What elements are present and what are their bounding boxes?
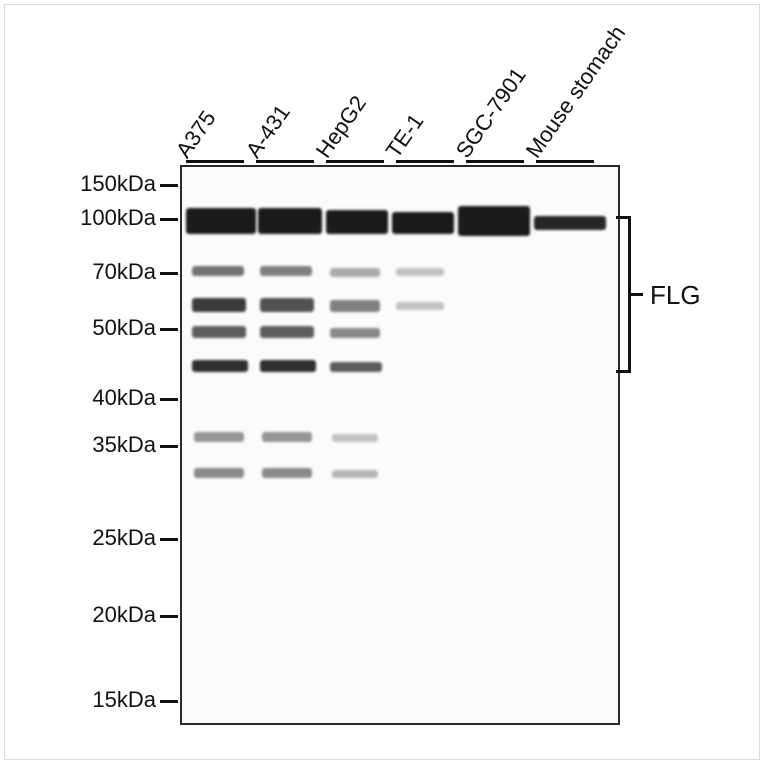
- lane-underline: [396, 160, 454, 163]
- blot-band: [396, 268, 444, 276]
- blot-band: [332, 434, 378, 442]
- marker-label: 150kDa: [60, 171, 156, 197]
- blot-band: [458, 206, 530, 236]
- marker-tick: [160, 445, 178, 448]
- flg-bracket-bottom-arm: [616, 370, 628, 373]
- marker-tick: [160, 538, 178, 541]
- lane-underline: [326, 160, 384, 163]
- lane-underline: [256, 160, 314, 163]
- flg-bracket-nub: [631, 293, 643, 296]
- blot-band: [330, 328, 380, 338]
- blot-band: [534, 216, 606, 230]
- blot-band: [194, 468, 244, 478]
- marker-tick: [160, 700, 178, 703]
- blot-band: [332, 470, 378, 478]
- lane-underline: [536, 160, 594, 163]
- marker-tick: [160, 218, 178, 221]
- blot-band: [192, 360, 248, 372]
- marker-tick: [160, 184, 178, 187]
- lane-underline: [466, 160, 524, 163]
- marker-tick: [160, 615, 178, 618]
- blot-band: [192, 326, 246, 338]
- blot-band: [258, 208, 322, 234]
- blot-band: [392, 212, 454, 234]
- blot-band: [260, 326, 314, 338]
- lane-underline: [186, 160, 244, 163]
- blot-band: [192, 298, 246, 312]
- blot-band: [262, 432, 312, 442]
- blot-band: [262, 468, 312, 478]
- marker-tick: [160, 398, 178, 401]
- blot-band: [260, 266, 312, 276]
- blot-band: [260, 298, 314, 312]
- flg-label: FLG: [650, 280, 701, 311]
- marker-label: 25kDa: [60, 525, 156, 551]
- blot-band: [186, 208, 256, 234]
- blot-band: [330, 268, 380, 277]
- blot-band: [326, 210, 388, 234]
- blot-band: [330, 300, 380, 312]
- marker-label: 15kDa: [60, 687, 156, 713]
- blot-band: [194, 432, 244, 442]
- blot-band: [396, 302, 444, 310]
- marker-label: 70kDa: [60, 259, 156, 285]
- marker-label: 40kDa: [60, 385, 156, 411]
- marker-label: 20kDa: [60, 602, 156, 628]
- blot-band: [192, 266, 244, 276]
- marker-label: 100kDa: [60, 205, 156, 231]
- blot-band: [260, 360, 316, 372]
- blot-membrane-box: [180, 165, 620, 725]
- marker-tick: [160, 328, 178, 331]
- blot-band: [330, 362, 382, 372]
- flg-bracket-top-arm: [616, 216, 628, 219]
- marker-label: 50kDa: [60, 315, 156, 341]
- marker-label: 35kDa: [60, 432, 156, 458]
- marker-tick: [160, 272, 178, 275]
- western-blot-figure: FLG A375A-431HepG2TE-1SGC-7901Mouse stom…: [0, 0, 764, 764]
